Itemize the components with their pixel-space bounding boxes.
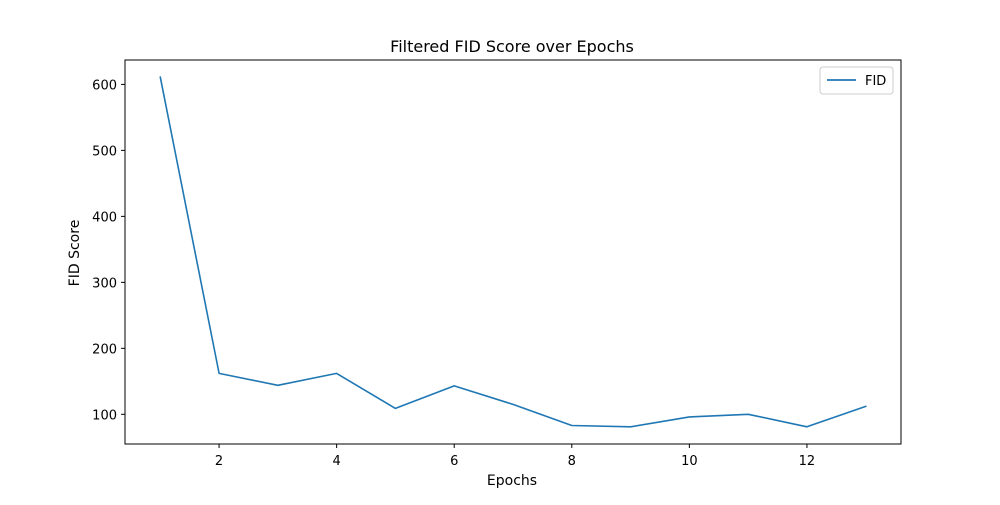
x-tick-label: 2 [215, 454, 223, 469]
y-tick-label: 500 [92, 144, 117, 159]
legend: FID [819, 66, 894, 95]
y-tick-label: 400 [92, 210, 117, 225]
chart-title: Filtered FID Score over Epochs [390, 37, 634, 56]
x-tick-label: 4 [332, 454, 340, 469]
x-tick-label: 12 [799, 454, 816, 469]
legend-box [819, 66, 894, 95]
y-tick-label: 200 [92, 342, 117, 357]
x-tick-label: 6 [450, 454, 458, 469]
series-line-fid [159, 76, 867, 428]
x-tick-label: 8 [568, 454, 576, 469]
plot-area: 2 4 6 8 10 12 100 200 300 400 500 600 [92, 59, 902, 469]
x-tick-label: 10 [681, 454, 698, 469]
y-tick-label: 600 [92, 78, 117, 93]
y-tick-label: 100 [92, 408, 117, 423]
y-axis-label: FID Score [67, 220, 83, 287]
axes-frame [124, 59, 902, 445]
legend-label-fid: FID [865, 74, 886, 89]
x-axis-label: Epochs [487, 473, 537, 489]
y-tick-label: 300 [92, 276, 117, 291]
